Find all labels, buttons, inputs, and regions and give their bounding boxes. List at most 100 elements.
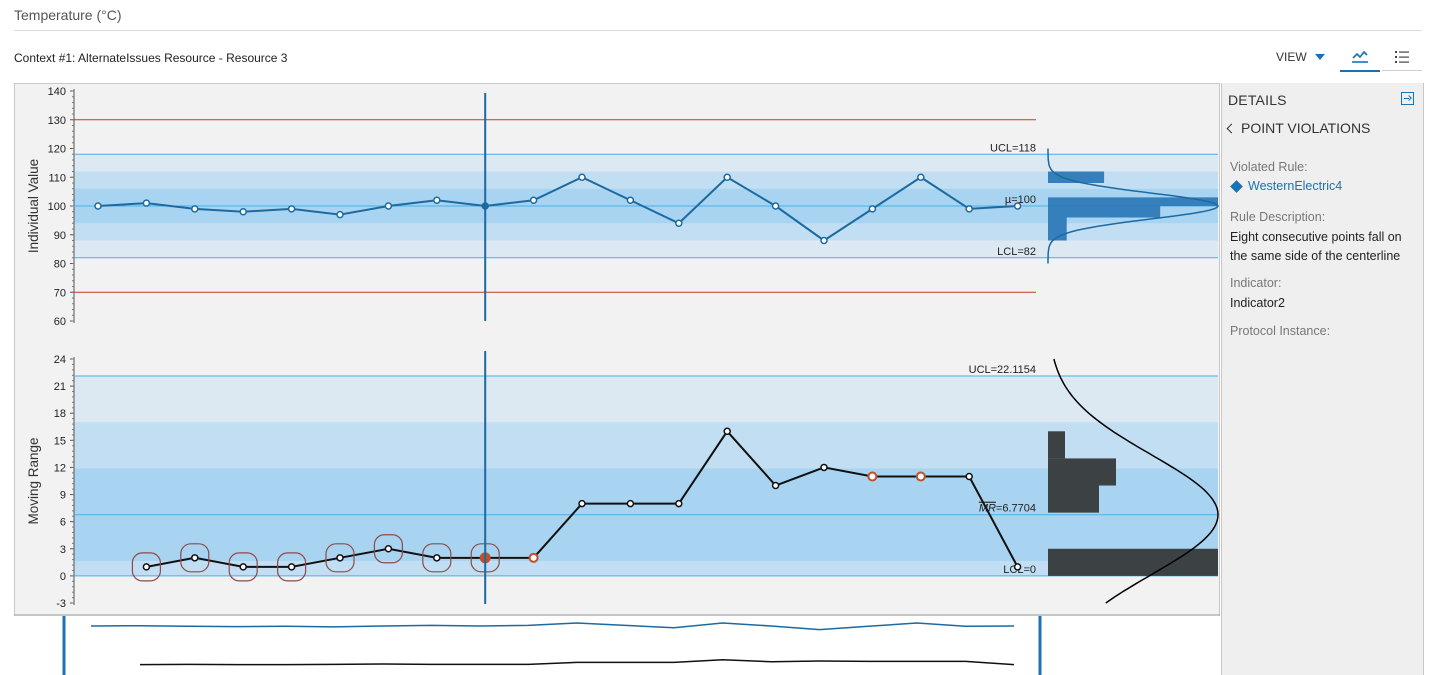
iv-data-point	[1013, 202, 1022, 210]
mr-data-point	[384, 545, 393, 553]
mr-histogram-bar-2	[1048, 458, 1116, 486]
mr-data-point	[239, 563, 247, 571]
mr-histogram-bar-0	[1048, 548, 1218, 576]
mr-center-value: =6.7704	[996, 503, 1036, 515]
iv-y-tick-label: 80	[54, 259, 66, 271]
iv-data-point	[675, 219, 683, 227]
mr-histogram-bar-1	[1048, 485, 1099, 513]
iv-histogram-bar-3	[1048, 217, 1067, 229]
point-violations-title: POINT VIOLATIONS	[1241, 120, 1371, 136]
list-icon	[1395, 51, 1409, 63]
iv-data-point	[917, 173, 925, 181]
mr-y-tick-label: 6	[60, 517, 66, 529]
mr-data-point	[336, 554, 344, 562]
context-label: Context #1: AlternateIssues Resource - R…	[14, 51, 288, 65]
iv-y-tick-label: 130	[48, 115, 66, 127]
caret-down-icon	[1314, 54, 1325, 60]
mr-data-point	[287, 563, 296, 571]
mr-data-point	[626, 499, 635, 508]
details-panel: DETAILS POINT VIOLATIONS Violated Rule: …	[1221, 83, 1424, 675]
iv-center-label: µ=100	[1005, 194, 1036, 206]
rule-description-value: Eight consecutive points fall on the sam…	[1230, 230, 1402, 263]
view-dropdown[interactable]: VIEW	[1276, 50, 1325, 64]
iv-histogram-bar-2	[1048, 206, 1161, 218]
iv-y-axis-label: Individual Value	[26, 159, 41, 253]
mr-data-point	[433, 554, 441, 562]
mr-violation-highlight	[325, 543, 355, 573]
iv-histogram-bar-4	[1048, 229, 1067, 241]
violated-rule-label: Violated Rule:	[1230, 160, 1308, 174]
mr-y-tick-label: 3	[60, 544, 66, 556]
mr-violation-highlight	[277, 552, 307, 582]
mr-data-point	[867, 471, 878, 482]
iv-y-tick-label: 60	[54, 316, 66, 328]
mr-y-axis-label: Moving Range	[26, 437, 41, 524]
iv-y-tick-label: 90	[54, 230, 66, 242]
overview-iv-line	[90, 622, 1015, 631]
indicator-value: Indicator2	[1230, 296, 1285, 310]
iv-data-point	[94, 202, 102, 210]
iv-lcl-label: LCL=82	[997, 246, 1036, 258]
mr-y-tick-label: 0	[60, 571, 66, 583]
chart-icon	[1352, 50, 1368, 63]
mr-violation-highlight	[373, 534, 403, 564]
view-label: VIEW	[1276, 50, 1307, 64]
indicator-label: Indicator:	[1230, 276, 1282, 290]
mr-violation-highlight	[228, 552, 258, 582]
iv-data-point	[868, 205, 877, 213]
mr-y-tick-label: 12	[54, 462, 66, 474]
tab-list-view[interactable]	[1382, 44, 1422, 71]
mr-data-point	[578, 499, 586, 508]
page-title: Temperature (°C)	[14, 7, 122, 23]
iv-histogram-bar-1	[1048, 197, 1218, 206]
mr-data-point	[771, 481, 780, 490]
collapse-panel-icon[interactable]	[1401, 92, 1414, 105]
violated-rule-value: WesternElectric4	[1248, 179, 1343, 193]
iv-data-point	[384, 202, 393, 210]
iv-data-point	[142, 199, 151, 207]
mr-data-point	[820, 463, 828, 472]
mr-histogram-bar-3	[1048, 431, 1065, 459]
iv-y-tick-label: 70	[54, 287, 66, 299]
mr-violation-highlight	[131, 552, 162, 582]
iv-data-point	[723, 173, 731, 181]
iv-y-tick-label: 100	[48, 201, 66, 213]
protocol-instance-label: Protocol Instance:	[1230, 324, 1331, 338]
iv-data-point	[820, 236, 828, 245]
mr-y-tick-label: 24	[54, 354, 66, 366]
violated-rule-link[interactable]: WesternElectric4	[1230, 179, 1342, 193]
mr-ucl-label: UCL=22.1154	[969, 364, 1036, 376]
mr-data-point	[723, 427, 731, 436]
mr-y-tick-label: -3	[56, 598, 66, 610]
point-violations-back[interactable]: POINT VIOLATIONS	[1226, 120, 1371, 136]
iv-y-tick-label: 110	[48, 172, 66, 184]
iv-data-point	[191, 205, 199, 213]
diamond-icon	[1230, 179, 1243, 193]
chevron-left-icon	[1226, 123, 1237, 134]
title-divider	[14, 30, 1422, 31]
iv-data-point	[287, 205, 296, 213]
tab-chart-view[interactable]	[1340, 44, 1380, 72]
iv-data-point	[336, 210, 344, 219]
iv-data-point	[529, 196, 538, 204]
iv-data-point	[626, 196, 635, 204]
iv-y-tick-label: 120	[48, 144, 66, 156]
mr-data-point	[915, 471, 926, 482]
iv-data-point	[578, 173, 586, 181]
iv-ucl-label: UCL=118	[990, 142, 1036, 154]
mr-y-tick-label: 18	[54, 408, 66, 420]
mr-violation-highlight	[422, 543, 452, 573]
overview-mr-line	[139, 658, 1015, 666]
mr-data-point	[528, 552, 539, 563]
rule-description-label: Rule Description:	[1230, 210, 1326, 224]
mr-data-point	[965, 472, 973, 481]
iv-histogram-bar-0	[1048, 171, 1105, 183]
mr-y-tick-label: 21	[54, 381, 66, 393]
iv-data-point	[433, 196, 441, 204]
iv-distribution-curve	[1047, 148, 1219, 264]
iv-series-line	[97, 176, 1018, 242]
mr-y-tick-label: 15	[54, 435, 66, 447]
mr-data-point	[1013, 563, 1022, 571]
iv-data-point	[771, 202, 780, 210]
